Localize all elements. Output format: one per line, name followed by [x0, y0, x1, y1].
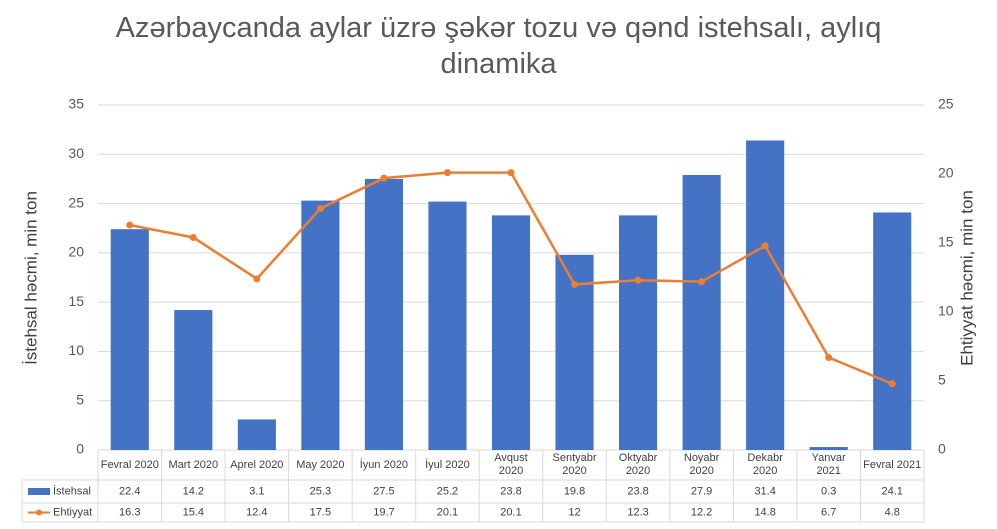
y2-tick-label: 20 — [938, 165, 954, 181]
point — [126, 221, 134, 229]
table-value: 4.8 — [885, 506, 900, 518]
point — [571, 280, 579, 288]
point — [761, 242, 769, 250]
table-value: 12.4 — [246, 506, 267, 518]
table-value: 14.2 — [183, 485, 204, 497]
point — [316, 205, 324, 212]
table-value: 16.3 — [119, 506, 140, 518]
x-tick-label: Yanvar 2021 — [811, 452, 846, 477]
legend-swatch — [28, 488, 50, 495]
bar — [491, 215, 531, 450]
point — [698, 278, 706, 286]
x-tick-label: Noyabr 2020 — [683, 452, 720, 477]
point — [253, 275, 261, 283]
table-value: 20.1 — [437, 506, 458, 518]
table-value: 6.7 — [821, 506, 836, 518]
table-value: 27.5 — [373, 485, 394, 497]
y-tick-label: 30 — [68, 145, 84, 161]
point — [380, 174, 388, 182]
bar — [237, 419, 276, 450]
x-tick-label: Fevral 2020 — [100, 458, 159, 471]
bar — [619, 215, 658, 450]
x-tick-label: Mart 2020 — [168, 458, 219, 471]
bar — [364, 178, 403, 450]
y-tick-label: 25 — [68, 194, 84, 210]
point — [888, 380, 896, 388]
y-tick-label: 15 — [68, 293, 84, 309]
table-value: 0.3 — [821, 485, 836, 497]
bar — [682, 174, 721, 450]
y2-tick-label: 5 — [938, 372, 946, 388]
table-value: 23.8 — [627, 485, 648, 497]
bar — [110, 229, 149, 450]
y2-tick-label: 0 — [938, 441, 946, 457]
y2-tick-label: 25 — [938, 96, 954, 112]
table-value: 25.2 — [437, 485, 458, 497]
point — [443, 169, 451, 177]
bar — [174, 310, 213, 450]
bar — [809, 447, 848, 450]
point — [507, 169, 515, 177]
bar — [873, 212, 912, 450]
x-tick-label: Dekabr 2020 — [747, 452, 783, 477]
y-tick-label: 35 — [68, 96, 84, 112]
table-value: 31.4 — [754, 485, 775, 497]
bar — [301, 200, 340, 450]
x-tick-label: Avqust 2020 — [494, 452, 528, 477]
table-value: 19.7 — [373, 506, 394, 518]
y2-tick-label: 10 — [938, 303, 954, 319]
table-value: 25.3 — [310, 485, 331, 497]
table-value: 12.2 — [691, 506, 712, 518]
table-value: 12.3 — [627, 506, 648, 518]
table-value: 3.1 — [249, 485, 264, 497]
y2-axis-label: Ehtiyyat həcmi, min ton — [957, 190, 976, 366]
y-axis-label: İstehsal həcmi, min ton — [21, 191, 40, 365]
y-tick-label: 0 — [76, 441, 84, 457]
table-value: 19.8 — [564, 485, 585, 497]
bar — [746, 140, 785, 450]
x-tick-label: Sentyabr 2020 — [552, 452, 597, 477]
x-tick-label: Oktyabr 2020 — [618, 452, 658, 477]
x-tick-label: Aprel 2020 — [230, 458, 284, 471]
y-tick-label: 20 — [68, 244, 84, 260]
table-value: 14.8 — [754, 506, 775, 518]
legend-marker — [36, 509, 42, 516]
table-value: 27.9 — [691, 485, 712, 497]
table-value: 20.1 — [500, 506, 521, 518]
chart-title: Azərbaycanda aylar üzrə şəkər tozu və qə… — [115, 12, 882, 80]
x-tick-label: İyul 2020 — [425, 458, 470, 471]
table-value: 17.5 — [310, 506, 331, 518]
point — [825, 354, 833, 362]
point — [189, 233, 197, 241]
table-value: 12 — [568, 506, 580, 518]
y-tick-label: 5 — [76, 391, 84, 407]
y2-tick-label: 15 — [938, 234, 954, 250]
table-value: 15.4 — [183, 506, 204, 518]
table-value: 22.4 — [119, 485, 140, 497]
bar — [428, 201, 467, 450]
x-tick-label: İyun 2020 — [359, 458, 409, 471]
x-tick-label: Fevral 2021 — [863, 458, 922, 471]
x-tick-label: May 2020 — [296, 458, 345, 471]
table-value: 24.1 — [882, 485, 903, 497]
point — [634, 276, 642, 284]
legend-label: Ehtiyyat — [53, 506, 92, 518]
y-tick-label: 10 — [68, 342, 84, 358]
legend-label: İstehsal — [53, 484, 91, 497]
table-value: 23.8 — [500, 485, 521, 497]
